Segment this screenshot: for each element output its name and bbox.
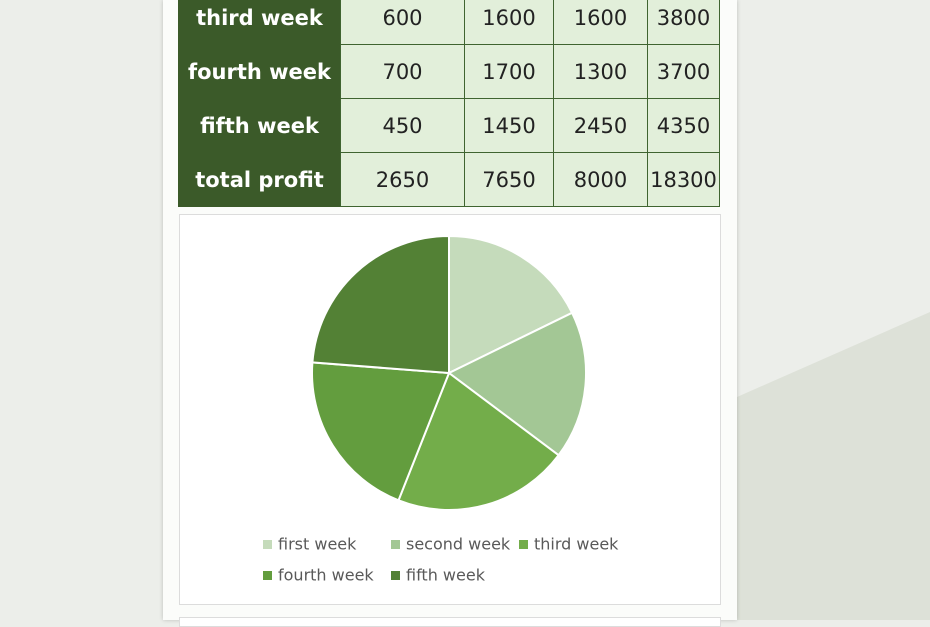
table-cell: 18300 (647, 152, 720, 207)
background-shape (737, 312, 930, 620)
legend-label: third week (534, 535, 619, 554)
row-label: third week (178, 0, 341, 45)
legend-label: fourth week (278, 566, 374, 585)
legend-swatch (391, 540, 400, 549)
pie-slice (311, 234, 450, 375)
pie-slice (447, 311, 587, 457)
table-cell: 3800 (647, 0, 720, 45)
pie-slice (448, 234, 574, 375)
row-label: fifth week (178, 98, 341, 153)
legend-swatch (519, 540, 528, 549)
table-cell: 600 (340, 0, 465, 45)
pie-slice (311, 361, 451, 502)
table-cell: 7650 (464, 152, 554, 207)
table-cell: 3700 (647, 44, 720, 99)
legend-label: fifth week (406, 566, 486, 585)
row-label: total profit (178, 152, 341, 207)
table-cell: 1700 (464, 44, 554, 99)
table-cell: 1300 (553, 44, 648, 99)
legend-label: second week (406, 535, 511, 554)
legend-swatch (263, 571, 272, 580)
table-cell: 2450 (553, 98, 648, 153)
row-label: fourth week (178, 44, 341, 99)
legend-label: first week (278, 535, 357, 554)
table-cell: 2650 (340, 152, 465, 207)
legend-swatch (391, 571, 400, 580)
legend-swatch (263, 540, 272, 549)
pie-slice (397, 371, 560, 511)
